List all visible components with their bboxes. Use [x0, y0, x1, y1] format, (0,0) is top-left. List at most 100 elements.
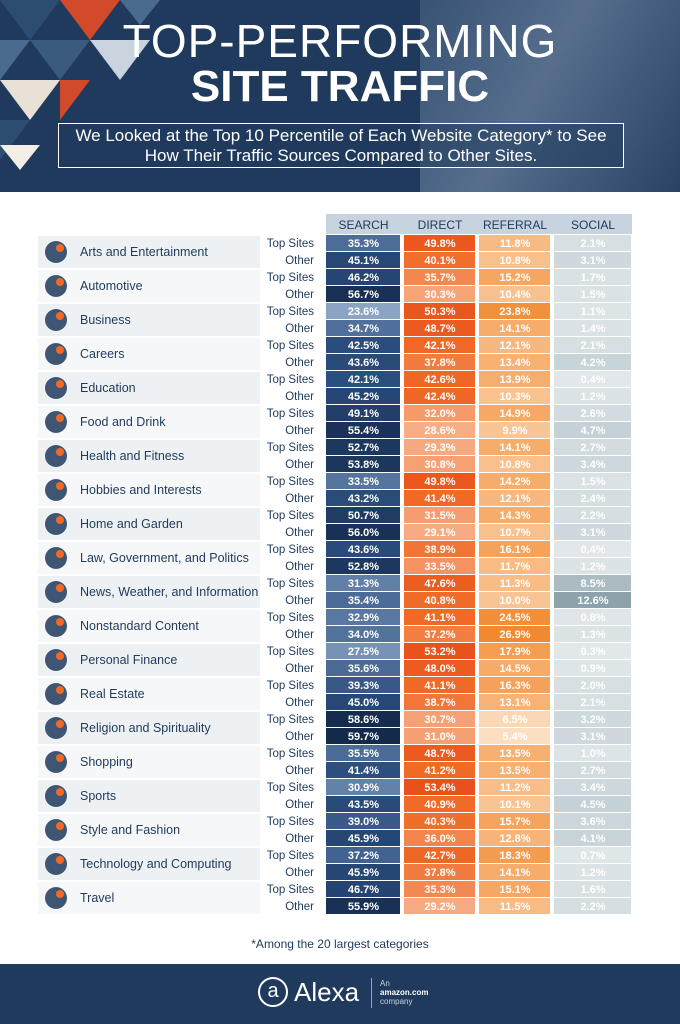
cell-value-referral: 14.5% — [499, 663, 530, 675]
cell-referral — [479, 694, 550, 710]
trophy-icon-accent — [56, 788, 64, 796]
cell-referral — [479, 303, 550, 319]
house-roof-icon — [45, 683, 67, 705]
cell-value-social: 0.7% — [580, 850, 605, 862]
row-label-top: Top Sites — [267, 476, 315, 488]
cell-social — [554, 796, 631, 812]
cell-search — [326, 337, 400, 353]
category-band — [38, 236, 260, 268]
cell-search — [326, 660, 400, 676]
cell-direct — [404, 643, 475, 659]
row-label-other: Other — [285, 697, 314, 709]
cell-search — [326, 558, 400, 574]
cell-value-direct: 29.1% — [424, 527, 455, 539]
category-band — [38, 304, 260, 336]
logo-separator — [371, 978, 372, 1008]
cell-value-referral: 11.7% — [500, 561, 531, 573]
category-band — [38, 746, 260, 778]
cell-value-referral: 17.9% — [499, 646, 530, 658]
circuit-icon-accent — [56, 856, 64, 864]
trend-chart-icon-accent — [56, 312, 64, 320]
cell-referral — [479, 286, 550, 302]
cell-search — [326, 609, 400, 625]
cell-value-direct: 47.6% — [424, 578, 455, 590]
row-label-other: Other — [285, 731, 314, 743]
cell-direct — [404, 728, 475, 744]
cell-value-search: 43.5% — [348, 799, 379, 811]
cell-value-referral: 13.1% — [499, 697, 530, 709]
cell-value-referral: 26.9% — [499, 629, 530, 641]
row-label-top: Top Sites — [267, 646, 315, 658]
newspaper-icon-accent — [56, 584, 64, 592]
cell-value-search: 35.6% — [348, 663, 379, 675]
cell-value-search: 33.5% — [348, 476, 379, 488]
cell-value-social: 1.6% — [580, 884, 605, 896]
cell-value-social: 2.1% — [580, 238, 605, 250]
cell-search — [326, 388, 400, 404]
category-band — [38, 576, 260, 608]
cell-value-search: 35.5% — [348, 748, 379, 760]
category-band — [38, 644, 260, 676]
cell-social — [554, 813, 631, 829]
courthouse-icon — [45, 547, 67, 569]
row-label-other: Other — [285, 493, 314, 505]
cell-value-direct: 37.2% — [424, 629, 455, 641]
cell-direct — [404, 813, 475, 829]
cell-value-direct: 36.0% — [424, 833, 455, 845]
cell-value-social: 2.6% — [580, 408, 605, 420]
cell-direct — [404, 439, 475, 455]
cell-value-search: 55.9% — [348, 901, 379, 913]
category-band — [38, 882, 260, 914]
cell-social — [554, 303, 631, 319]
cell-direct — [404, 575, 475, 591]
title-line-1: TOP-PERFORMING — [122, 15, 558, 67]
praying-hands-icon-accent — [56, 720, 64, 728]
row-label-top: Top Sites — [267, 306, 315, 318]
cell-value-search: 41.4% — [348, 765, 379, 777]
cell-social — [554, 320, 631, 336]
category-label: Arts and Entertainment — [80, 245, 208, 259]
cell-direct — [404, 303, 475, 319]
cell-social — [554, 473, 631, 489]
cell-social — [554, 711, 631, 727]
row-label-top: Top Sites — [267, 680, 315, 692]
cell-social — [554, 456, 631, 472]
amazon-line-1: An — [380, 979, 390, 988]
cell-referral — [479, 779, 550, 795]
category-label: Home and Garden — [80, 517, 183, 531]
cell-referral — [479, 728, 550, 744]
cell-referral — [479, 354, 550, 370]
row-label-other: Other — [285, 561, 314, 573]
cell-search — [326, 320, 400, 336]
cell-value-referral: 16.1% — [499, 544, 530, 556]
praying-hands-icon — [45, 717, 67, 739]
cell-referral — [479, 660, 550, 676]
cell-direct — [404, 524, 475, 540]
cell-search — [326, 592, 400, 608]
category-label: Technology and Computing — [80, 857, 232, 871]
cell-search — [326, 235, 400, 251]
cell-search — [326, 762, 400, 778]
cell-value-referral: 14.1% — [499, 867, 530, 879]
category-band — [38, 372, 260, 404]
category-label: Education — [80, 381, 136, 395]
cell-value-social: 4.7% — [580, 425, 605, 437]
row-label-other: Other — [285, 289, 314, 301]
cell-social — [554, 762, 631, 778]
theater-masks-icon — [45, 241, 67, 263]
cell-value-direct: 49.8% — [424, 476, 455, 488]
cell-value-direct: 35.7% — [424, 272, 455, 284]
cell-value-search: 52.7% — [348, 442, 379, 454]
cell-value-direct: 30.7% — [424, 714, 455, 726]
cell-value-social: 2.0% — [580, 680, 605, 692]
cell-value-social: 2.7% — [580, 765, 605, 777]
document-chat-icon — [45, 615, 67, 637]
geometric-pattern — [0, 0, 160, 170]
cell-referral — [479, 252, 550, 268]
cell-value-referral: 14.3% — [499, 510, 530, 522]
cell-value-search: 43.6% — [348, 544, 379, 556]
row-label-top: Top Sites — [267, 578, 315, 590]
category-band — [38, 338, 260, 370]
row-label-top: Top Sites — [267, 238, 315, 250]
cell-search — [326, 694, 400, 710]
